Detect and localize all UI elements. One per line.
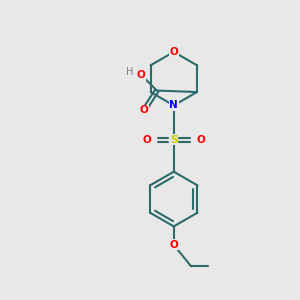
Text: O: O [143,135,152,145]
Text: H: H [126,67,134,77]
Text: N: N [169,100,178,110]
Text: O: O [169,47,178,57]
Text: S: S [170,135,178,145]
Text: O: O [196,135,205,145]
Text: O: O [140,106,148,116]
Text: O: O [137,70,146,80]
Text: O: O [169,240,178,250]
